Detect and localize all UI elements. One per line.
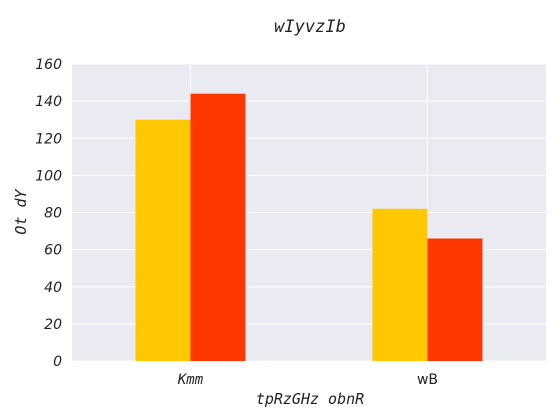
x-tick-label: wB bbox=[417, 372, 438, 388]
bar-wb-series-2 bbox=[427, 238, 483, 361]
y-tick-label: 60 bbox=[44, 243, 62, 259]
y-axis-ticks: 0 20 40 60 80 100 120 140 160 bbox=[35, 57, 62, 370]
bar-kmm-series-1 bbox=[135, 119, 191, 361]
x-axis-label: tpRzGHz obnR bbox=[256, 390, 364, 408]
bar-wb-series-1 bbox=[372, 208, 428, 361]
chart-title: wIyvzIb bbox=[274, 17, 346, 37]
y-tick-label: 160 bbox=[35, 57, 62, 73]
bars bbox=[135, 93, 483, 361]
x-axis-ticks: Kmm wB bbox=[177, 372, 438, 388]
y-tick-label: 120 bbox=[35, 131, 62, 147]
y-tick-label: 20 bbox=[44, 317, 62, 333]
y-axis-label: Ot dY bbox=[12, 188, 30, 234]
y-tick-label: 0 bbox=[53, 354, 62, 370]
y-tick-label: 40 bbox=[44, 280, 62, 296]
y-tick-label: 140 bbox=[35, 94, 62, 110]
bar-kmm-series-2 bbox=[190, 93, 246, 361]
y-tick-label: 100 bbox=[35, 168, 62, 184]
x-tick-label: Kmm bbox=[177, 372, 204, 388]
y-tick-label: 80 bbox=[44, 206, 62, 222]
